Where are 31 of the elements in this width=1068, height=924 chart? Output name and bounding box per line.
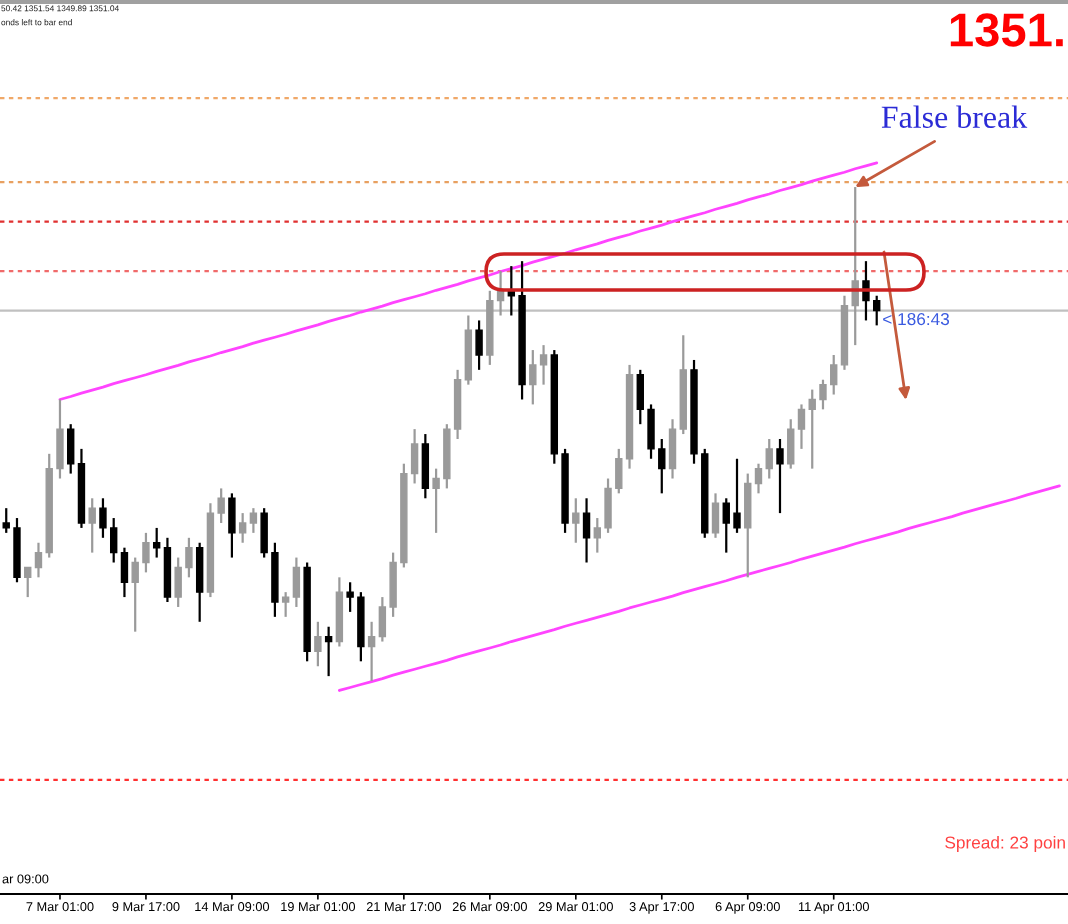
candlestick [582,497,591,564]
candlestick [292,556,301,609]
candlestick [765,437,773,480]
annotation: < 186:43 [883,312,950,326]
candlestick [249,507,258,534]
candlestick [572,497,580,544]
candlestick [195,541,204,623]
candlestick [88,497,96,554]
candlestick [367,620,376,683]
candlestick [281,591,290,618]
candlestick [797,403,806,450]
candlestick [776,437,784,515]
candlestick [754,462,763,495]
candlestick [34,541,43,579]
candlestick [324,625,333,678]
candlestick [238,511,247,544]
text: Spread: 23 poin [945,835,1065,853]
candlestick [228,492,236,559]
candlestick [120,546,129,599]
candlestick [711,492,720,539]
candlestick [668,418,677,480]
candlestick [314,620,322,668]
annotation: False break [881,105,1028,128]
candlestick [787,418,795,470]
candlestick [475,319,483,371]
candlestick [744,472,752,579]
candlestick [24,566,32,599]
text: 1351. [950,13,1063,47]
candlestick [152,526,161,559]
candlestick [421,432,430,500]
candlestick [67,423,75,475]
